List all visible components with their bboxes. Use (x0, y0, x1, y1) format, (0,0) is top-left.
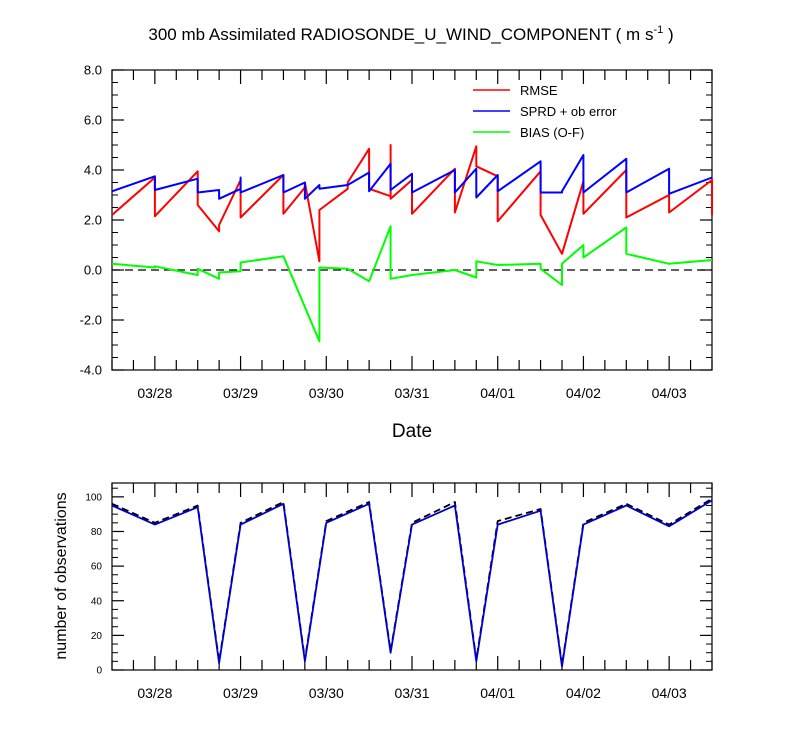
bottom-plot-frame (111, 482, 713, 671)
bottom-xtick-label: 03/30 (309, 685, 344, 701)
bottom-ytick-label: 100 (85, 492, 102, 503)
bottom-xtick-label: 04/02 (566, 685, 601, 701)
bottom-plot-panel: 0 20 40 60 80 100 03/28 03/29 03/30 03/31 04/01 04… (53, 482, 713, 701)
top-ytick-label: 4.0 (84, 163, 102, 178)
bottom-xtick-label: 03/28 (137, 685, 172, 701)
bottom-ytick-label: 40 (91, 596, 103, 607)
bottom-xtick-label: 04/01 (480, 685, 515, 701)
top-series-line-sprd-ob-error (111, 154, 713, 200)
legend-label-bias: BIAS (O-F) (520, 125, 584, 140)
top-ytick-label: 0.0 (84, 263, 102, 278)
bottom-xtick-label: 04/03 (652, 685, 687, 701)
legend-label-sprd: SPRD + ob error (520, 104, 617, 119)
bottom-xtick-label: 03/29 (223, 685, 258, 701)
chart-title: 300 mb Assimilated RADIOSONDE_U_WIND_COM… (148, 24, 673, 44)
top-ytick-label: -4.0 (80, 363, 102, 378)
y-axis-label-observations: number of observations (53, 492, 70, 659)
top-xtick-label: 03/29 (223, 385, 258, 401)
top-ytick-label: 8.0 (84, 63, 102, 78)
bottom-ytick-label: 60 (91, 562, 103, 573)
top-plot-frame (111, 69, 713, 371)
bottom-ytick-label: 0 (96, 666, 102, 677)
bottom-xtick-label: 03/31 (394, 685, 429, 701)
top-ytick-label: 6.0 (84, 113, 102, 128)
top-xtick-label: 03/31 (394, 385, 429, 401)
bottom-series-line-obs-count-total (111, 497, 713, 666)
top-xtick-label: 04/03 (652, 385, 687, 401)
bottom-ytick-label: 80 (91, 527, 103, 538)
legend: RMSE SPRD + ob error BIAS (O-F) (473, 83, 617, 140)
top-xtick-label: 03/28 (137, 385, 172, 401)
top-xtick-label: 04/01 (480, 385, 515, 401)
top-plot-panel: -4.0 -2.0 0.0 2.0 4.0 6.0 8.0 03/28 03/29 03/30 0… (80, 63, 713, 442)
top-series-line-bias-o-f (111, 225, 713, 343)
top-xtick-label: 03/30 (309, 385, 344, 401)
legend-label-rmse: RMSE (520, 83, 558, 98)
bottom-ytick-label: 20 (91, 631, 103, 642)
top-xtick-label: 04/02 (566, 385, 601, 401)
top-ytick-label: -2.0 (80, 313, 102, 328)
top-ytick-label: 2.0 (84, 213, 102, 228)
x-axis-label: Date (392, 421, 432, 442)
bottom-series-line-obs-count-used (111, 499, 713, 668)
